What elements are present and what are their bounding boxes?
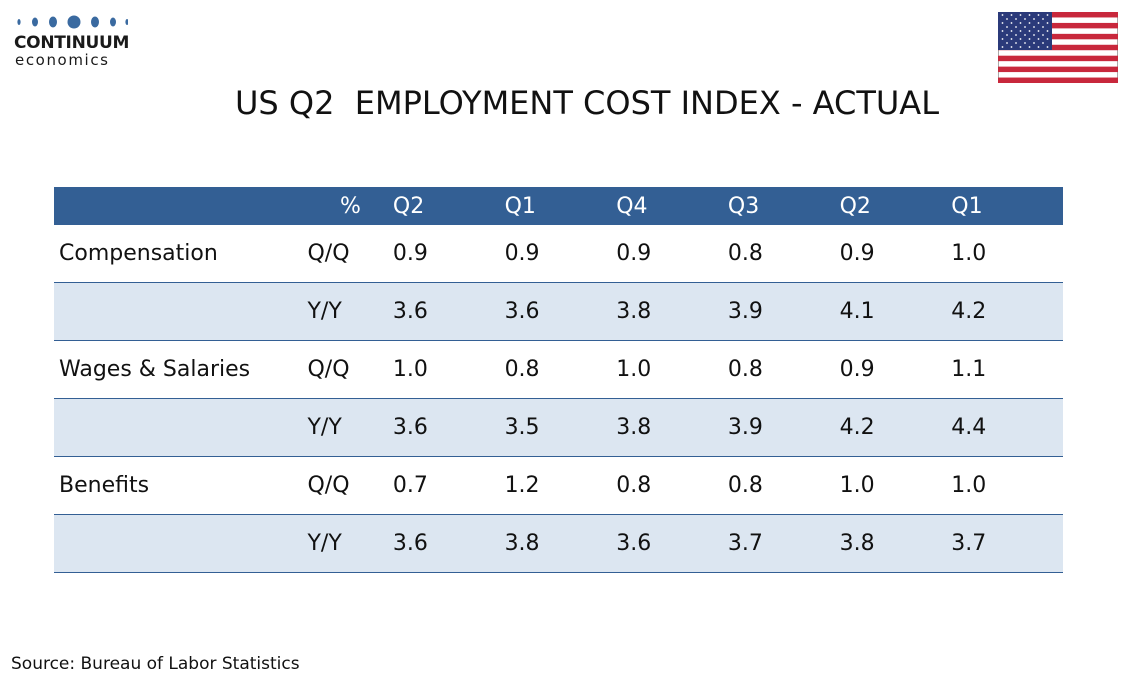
value-cell: 1.0 bbox=[616, 340, 728, 399]
header-label-cell bbox=[54, 187, 306, 225]
value-cell: 3.8 bbox=[616, 282, 728, 341]
column-header: Q1 bbox=[504, 187, 617, 225]
row-measure: Y/Y bbox=[305, 282, 393, 341]
page-title: US Q2 EMPLOYMENT COST INDEX - ACTUAL bbox=[234, 84, 940, 122]
table-row: Compensation Q/Q 0.9 0.9 0.9 0.8 0.9 1.0 bbox=[54, 225, 1063, 283]
value-cell: 3.6 bbox=[504, 282, 617, 341]
value-cell: 0.9 bbox=[616, 225, 728, 283]
value-cell: 1.0 bbox=[392, 340, 505, 399]
row-measure: Q/Q bbox=[305, 340, 393, 399]
value-cell: 3.6 bbox=[392, 398, 505, 457]
table-row: Y/Y 3.6 3.5 3.8 3.9 4.2 4.4 bbox=[54, 398, 1063, 457]
value-cell: 0.8 bbox=[727, 456, 840, 515]
row-measure: Y/Y bbox=[305, 514, 393, 573]
table-header-row: % Q2 Q1 Q4 Q3 Q2 Q1 bbox=[54, 187, 1063, 225]
value-cell: 1.0 bbox=[839, 456, 952, 515]
value-cell: 0.9 bbox=[839, 225, 952, 283]
us-flag-icon bbox=[998, 12, 1118, 83]
value-cell: 3.6 bbox=[392, 282, 505, 341]
continuum-logo: CONTINUUM economics bbox=[14, 14, 144, 68]
table-row: Benefits Q/Q 0.7 1.2 0.8 0.8 1.0 1.0 bbox=[54, 456, 1063, 515]
table-row: Y/Y 3.6 3.8 3.6 3.7 3.8 3.7 bbox=[54, 514, 1063, 573]
value-cell: 0.7 bbox=[392, 456, 505, 515]
source-note: Source: Bureau of Labor Statistics bbox=[11, 654, 300, 674]
value-cell: 3.7 bbox=[951, 514, 1063, 573]
value-cell: 3.5 bbox=[504, 398, 617, 457]
value-cell: 3.9 bbox=[727, 282, 840, 341]
value-cell: 0.8 bbox=[616, 456, 728, 515]
logo-subtitle: economics bbox=[15, 51, 110, 69]
value-cell: 3.6 bbox=[392, 514, 505, 573]
value-cell: 4.4 bbox=[951, 398, 1063, 457]
value-cell: 1.0 bbox=[951, 456, 1063, 515]
row-label bbox=[54, 282, 306, 341]
column-header: Q2 bbox=[392, 187, 505, 225]
value-cell: 3.8 bbox=[616, 398, 728, 457]
value-cell: 0.8 bbox=[727, 225, 840, 283]
table-row: Y/Y 3.6 3.6 3.8 3.9 4.1 4.2 bbox=[54, 282, 1063, 341]
column-header: Q4 bbox=[616, 187, 728, 225]
logo-name: CONTINUUM bbox=[14, 33, 130, 53]
row-measure: Q/Q bbox=[305, 225, 393, 283]
table-row: Wages & Salaries Q/Q 1.0 0.8 1.0 0.8 0.9 1.1 bbox=[54, 340, 1063, 399]
logo-dots-icon bbox=[17, 15, 128, 29]
row-label: Benefits bbox=[54, 456, 306, 515]
column-header: Q2 bbox=[839, 187, 952, 225]
row-label bbox=[54, 398, 306, 457]
value-cell: 0.9 bbox=[392, 225, 505, 283]
column-header: Q3 bbox=[727, 187, 840, 225]
value-cell: 4.2 bbox=[951, 282, 1063, 341]
row-measure: Q/Q bbox=[305, 456, 393, 515]
value-cell: 4.1 bbox=[839, 282, 952, 341]
value-cell: 1.1 bbox=[951, 340, 1063, 399]
header-unit-cell: % bbox=[305, 187, 393, 225]
row-label: Compensation bbox=[54, 225, 306, 283]
value-cell: 0.9 bbox=[504, 225, 617, 283]
value-cell: 4.2 bbox=[839, 398, 952, 457]
value-cell: 3.9 bbox=[727, 398, 840, 457]
row-measure: Y/Y bbox=[305, 398, 393, 457]
value-cell: 0.9 bbox=[839, 340, 952, 399]
ecit-table: % Q2 Q1 Q4 Q3 Q2 Q1 Compensation Q/Q 0.9 0.… bbox=[54, 187, 1063, 573]
value-cell: 0.8 bbox=[727, 340, 840, 399]
column-header: Q1 bbox=[951, 187, 1063, 225]
value-cell: 3.6 bbox=[616, 514, 728, 573]
value-cell: 3.7 bbox=[727, 514, 840, 573]
row-label: Wages & Salaries bbox=[54, 340, 306, 399]
value-cell: 0.8 bbox=[504, 340, 617, 399]
value-cell: 1.0 bbox=[951, 225, 1063, 283]
row-label bbox=[54, 514, 306, 573]
value-cell: 3.8 bbox=[839, 514, 952, 573]
value-cell: 3.8 bbox=[504, 514, 617, 573]
value-cell: 1.2 bbox=[504, 456, 617, 515]
